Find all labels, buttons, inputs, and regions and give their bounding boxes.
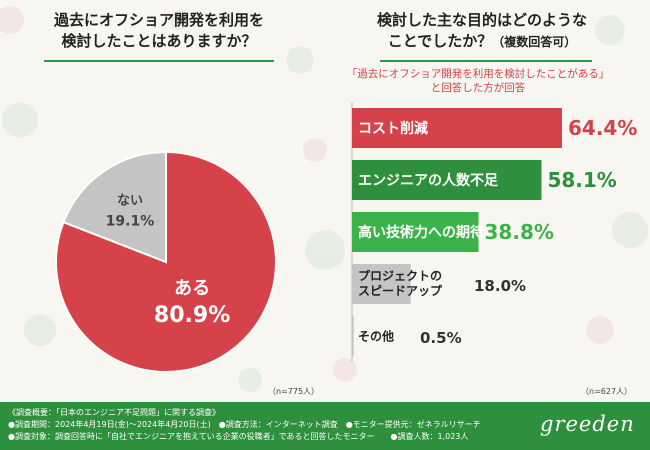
floral-background [0, 6, 648, 392]
pie-slice-label-1: ない [117, 193, 143, 208]
pie-slice-1 [62, 150, 167, 264]
pie-chart-title: 過去にオフショア開発を利用を 検討したことはありますか？ [28, 10, 290, 52]
bar-title-underline [380, 60, 592, 62]
pie-value-label-1: 19.1% [106, 213, 155, 229]
bar-value-label-1: 58.1% [547, 168, 616, 192]
bar-subtitle-line-2: と回答した方が回答 [430, 82, 526, 94]
bar-4 [352, 316, 354, 356]
bar-category-label-4: その他 [358, 328, 394, 343]
bar-0 [352, 108, 562, 148]
bar-sample-size: （n=627人） [581, 387, 633, 396]
bar-title-line-2-main: ことでしたか？ [387, 32, 493, 50]
greeden-logo: greeden [540, 412, 635, 436]
bar-3 [352, 264, 411, 304]
footer-survey-title: 《調査概要：「日本のエンジニア不足問題」に関する調査》 [8, 408, 220, 417]
pie-title-line-2: 検討したことはありますか？ [61, 32, 257, 50]
bar-title-line-2: ことでしたか？（複数回答可） [372, 31, 592, 53]
bar-value-label-3: 18.0% [474, 277, 526, 295]
footer-survey-target: ●調査対象：調査回答時に「自社でエンジニアを抱えている企業の役職者」であると回答… [8, 432, 469, 441]
pie-title-underline [44, 60, 274, 62]
pie-slice-label-0: ある [174, 278, 210, 299]
bar-category-label-2: 高い技術力への期待 [358, 224, 484, 241]
bar-value-label-2: 38.8% [485, 220, 554, 244]
bar-chart-subtitle: 「過去にオフショア開発を利用を検討したことがある」 と回答した方が回答 [328, 67, 628, 95]
bar-value-label-4: 0.5% [420, 329, 462, 347]
bar-category-label-0: コスト削減 [358, 120, 428, 137]
pie-value-label-0: 80.9% [154, 303, 230, 328]
bar-subtitle-line-1: 「過去にオフショア開発を利用を検討したことがある」 [346, 68, 610, 80]
pie-title-line-1: 過去にオフショア開発を利用を [53, 11, 264, 29]
bar-2 [352, 212, 479, 252]
pie-chart: ある 80.9% ない 19.1% [55, 150, 277, 373]
footer-survey-period: ●調査期間：2024年4月19日(金)～2024年4月20日(土) ●調査方法：… [8, 420, 481, 429]
bar-title-line-1: 検討した主な目的はどのような [376, 11, 587, 29]
bar-category-label-3: プロジェクトのスピードアップ [358, 268, 443, 298]
bar-chart: コスト削減 64.4% エンジニアの人数不足 58.1% 高い技術力への期待 38.8% プ… [351, 102, 637, 362]
survey-footer: 《調査概要：「日本のエンジニア不足問題」に関する調査》 ●調査期間：2024年4… [0, 402, 650, 450]
bar-chart-title: 検討した主な目的はどのような ことでしたか？（複数回答可） [372, 10, 592, 53]
pie-sample-size: （n=775人） [268, 387, 320, 396]
bar-title-note: （複数回答可） [492, 35, 577, 49]
bar-1 [352, 160, 542, 200]
bar-value-label-0: 64.4% [568, 116, 637, 140]
bar-category-label-1: エンジニアの人数不足 [358, 172, 499, 189]
